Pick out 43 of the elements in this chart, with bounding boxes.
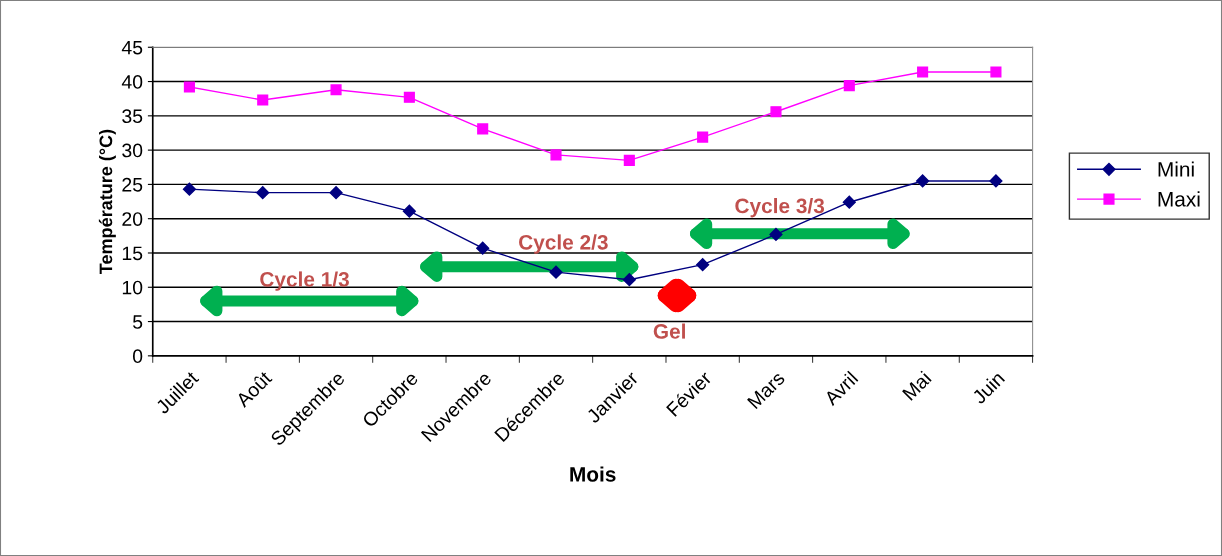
y-tick-label: 0 [132, 349, 143, 364]
y-tick-label: 30 [122, 143, 143, 158]
x-axis-title: Mois [570, 466, 616, 482]
point [403, 91, 415, 103]
point [696, 258, 710, 272]
y-tick-label: 10 [122, 280, 143, 295]
annotation: Cycle 2/3 [519, 234, 608, 254]
point [330, 84, 342, 96]
point [623, 154, 635, 166]
point [917, 66, 929, 78]
point [842, 195, 856, 209]
point [916, 174, 930, 188]
point [989, 174, 1003, 188]
x-tick-label: Mai [901, 370, 932, 401]
y-tick-label: 35 [122, 109, 143, 124]
point [257, 94, 269, 106]
point [770, 106, 782, 118]
point [329, 186, 343, 200]
y-tick-label: 5 [132, 315, 143, 329]
y-tick-label: 40 [121, 75, 143, 89]
y-axis-title: Température (°C) [98, 129, 116, 275]
legend-label: Mini [1158, 161, 1194, 177]
point [550, 149, 562, 161]
point [622, 273, 636, 287]
point [549, 265, 563, 279]
point [256, 186, 270, 200]
point [697, 131, 709, 143]
point [990, 66, 1002, 78]
point [183, 81, 195, 93]
point [769, 227, 783, 242]
legend-label: Maxi [1158, 191, 1200, 207]
y-tick-label: 15 [122, 246, 143, 261]
point [402, 204, 416, 218]
point [182, 182, 196, 196]
point [477, 123, 489, 135]
y-tick-label: 25 [122, 177, 143, 192]
y-tick-label: 45 [121, 40, 143, 55]
annotation: Gel [653, 323, 685, 339]
x-tick-label: Juin [970, 370, 1006, 405]
y-tick-label: 20 [122, 212, 143, 226]
point [843, 80, 855, 92]
annotation: Cycle 3/3 [735, 198, 825, 218]
point [476, 241, 490, 255]
